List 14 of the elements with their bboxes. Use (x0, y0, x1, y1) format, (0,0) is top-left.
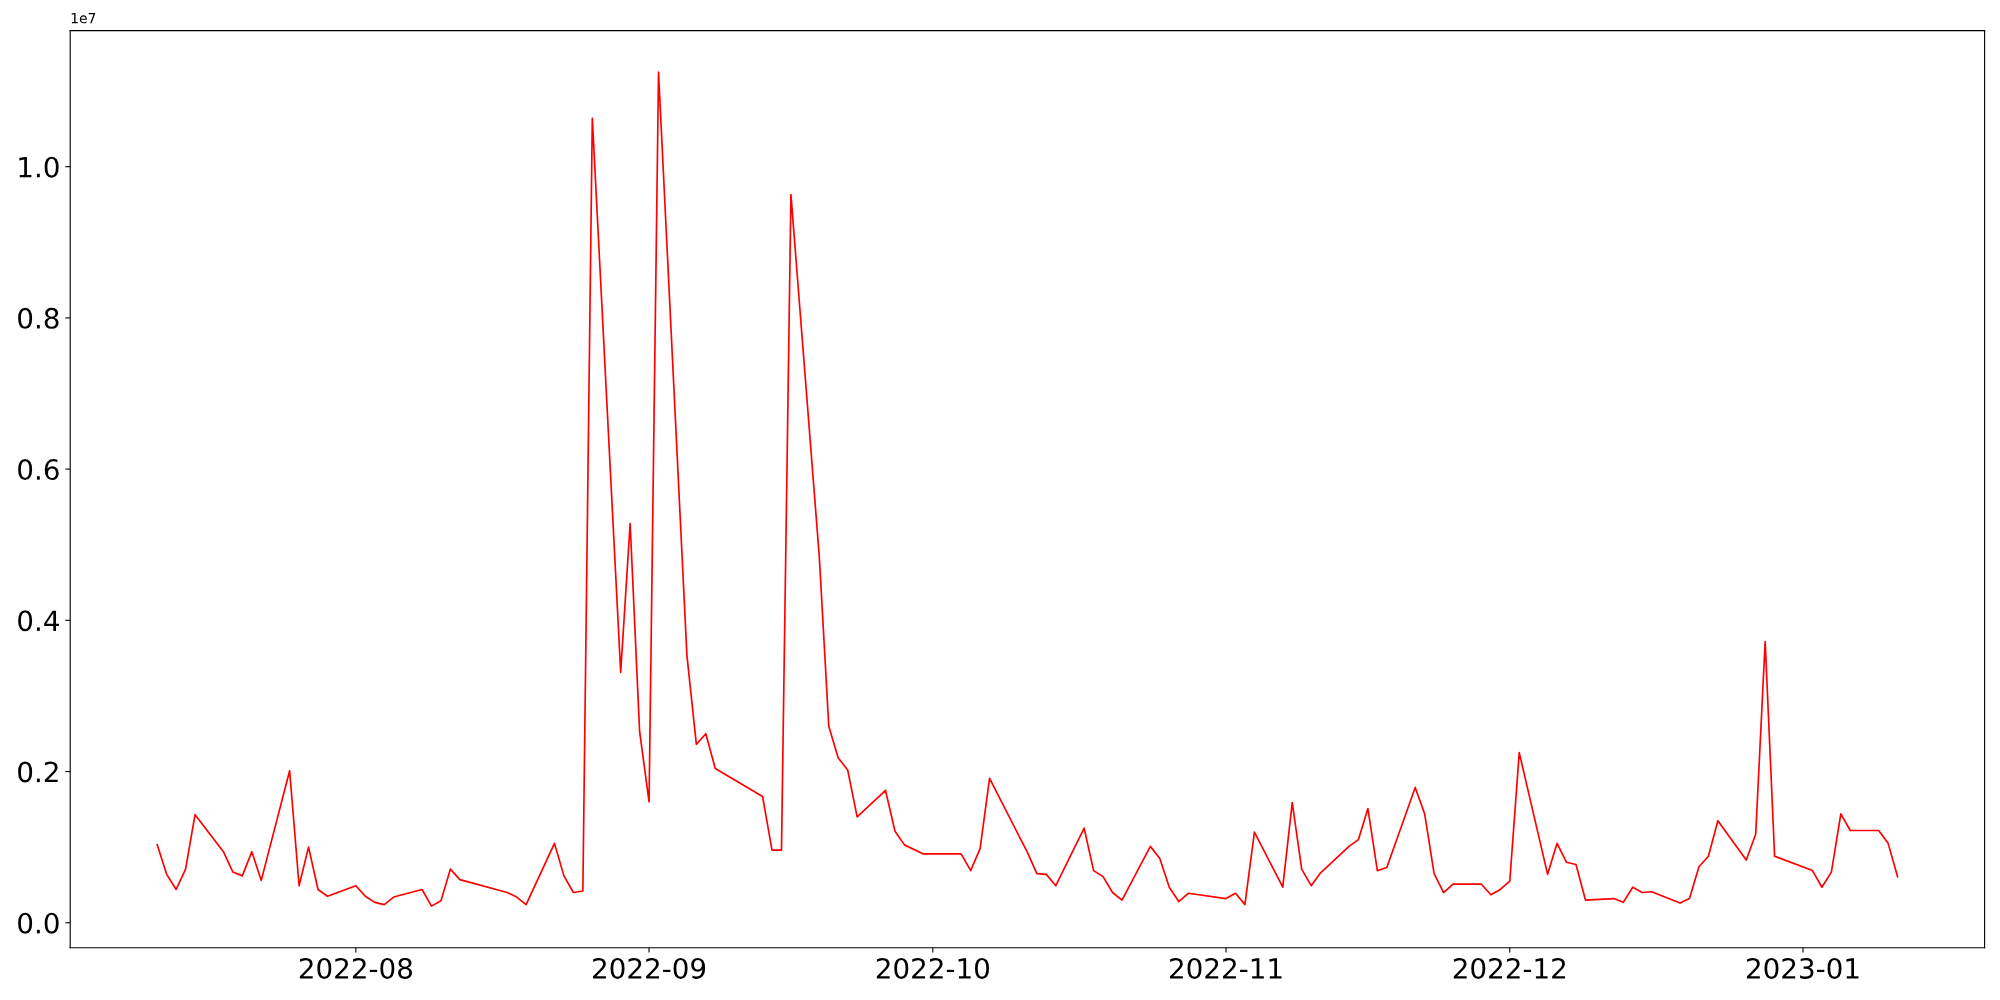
x-tick-label: 2022-08 (299, 957, 412, 979)
x-tick-label: 2022-12 (1453, 957, 1566, 979)
y-tick-label: 0.6 (18, 459, 59, 481)
y-tick-label: 1.0 (19, 156, 59, 178)
y-tick-label: 0.8 (18, 307, 59, 329)
text: 1e7 (71, 13, 96, 24)
line-series (156, 71, 1899, 907)
x-tick-label: 2022-09 (593, 957, 706, 979)
y-tick-label: 0.2 (18, 761, 58, 783)
x-tick-label: 2022-11 (1170, 957, 1282, 979)
x-tick-label: 2023-01 (1747, 957, 1859, 979)
y-tick-label: 0.0 (18, 912, 59, 934)
y-tick-label: 0.4 (18, 610, 59, 632)
x-tick-label: 2022-10 (876, 957, 989, 979)
